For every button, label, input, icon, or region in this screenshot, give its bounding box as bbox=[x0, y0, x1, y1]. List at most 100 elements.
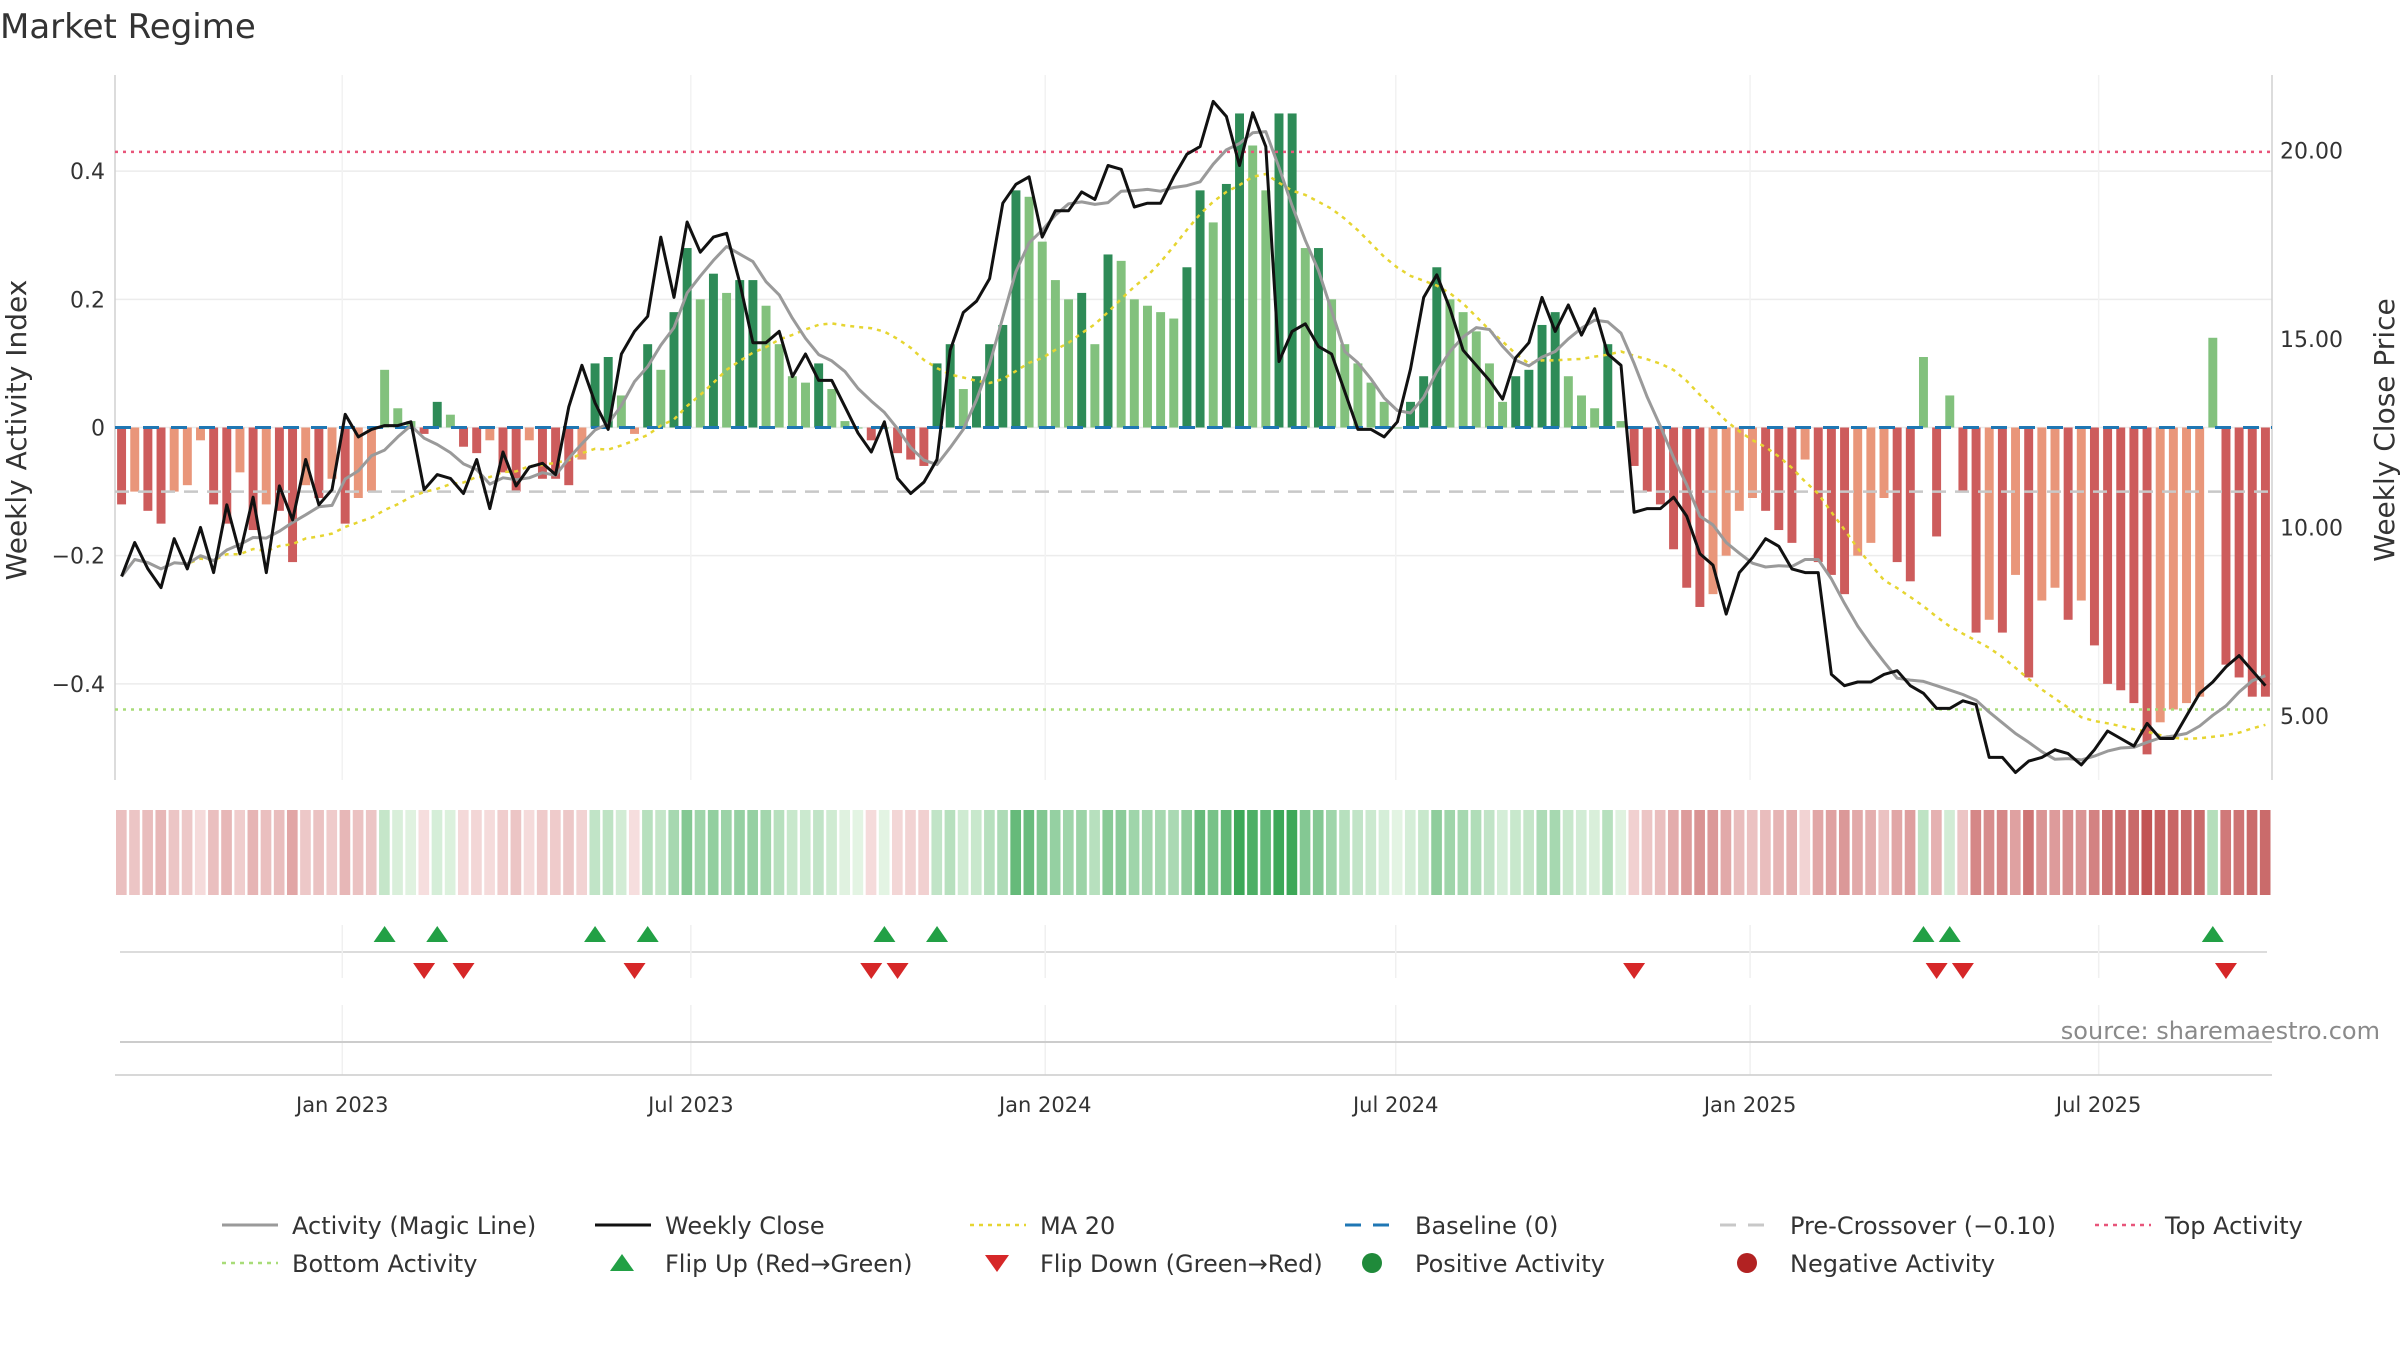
regime-cell bbox=[2009, 810, 2021, 895]
regime-cell bbox=[1168, 810, 1179, 895]
legend-item: Flip Down (Green→Red) bbox=[985, 1250, 1323, 1278]
regime-cell bbox=[918, 810, 929, 895]
regime-cell bbox=[1352, 810, 1363, 895]
activity-bar bbox=[985, 344, 995, 428]
regime-cell bbox=[905, 810, 916, 895]
regime-cell bbox=[1970, 810, 1982, 895]
activity-bar bbox=[2037, 427, 2047, 601]
regime-cell bbox=[1865, 810, 1876, 895]
regime-cell bbox=[1404, 810, 1416, 895]
activity-bar bbox=[1011, 190, 1021, 428]
activity-bar bbox=[261, 427, 271, 505]
activity-bar bbox=[1142, 305, 1152, 428]
activity-bar bbox=[1037, 241, 1047, 428]
regime-cell bbox=[2154, 810, 2166, 895]
legend-label: Activity (Magic Line) bbox=[292, 1212, 536, 1240]
regime-cell bbox=[497, 810, 509, 895]
legend-item: Weekly Close bbox=[595, 1212, 825, 1240]
regime-cell bbox=[1549, 810, 1561, 895]
regime-cell bbox=[602, 810, 614, 895]
legend-label: Weekly Close bbox=[665, 1212, 825, 1240]
activity-bar bbox=[1866, 427, 1876, 543]
activity-bar bbox=[722, 292, 732, 428]
flip-up-marker bbox=[1938, 926, 1961, 942]
legend-label: Bottom Activity bbox=[292, 1250, 477, 1278]
regime-cell bbox=[1312, 810, 1324, 895]
activity-bar bbox=[1932, 427, 1942, 537]
regime-cell bbox=[510, 810, 522, 895]
legend-item: Pre-Crossover (−0.10) bbox=[1720, 1212, 2056, 1240]
regime-cell bbox=[891, 810, 903, 895]
regime-cell bbox=[984, 810, 995, 895]
left-tick-label: −0.2 bbox=[52, 545, 105, 570]
regime-cell bbox=[2062, 810, 2074, 895]
regime-cell bbox=[721, 810, 732, 895]
activity-bar bbox=[1511, 376, 1521, 428]
activity-bar bbox=[1774, 427, 1784, 531]
flip-up-marker bbox=[1912, 926, 1935, 942]
activity-bar bbox=[524, 427, 534, 441]
regime-cell bbox=[1733, 810, 1745, 895]
activity-bar bbox=[2011, 427, 2020, 575]
regime-cell bbox=[129, 810, 140, 895]
regime-cell bbox=[1957, 810, 1968, 895]
activity-bar bbox=[1129, 299, 1139, 428]
regime-cell bbox=[931, 810, 943, 895]
legend-label: Top Activity bbox=[2164, 1212, 2303, 1240]
regime-cell bbox=[1707, 810, 1719, 895]
magic-line bbox=[120, 130, 2266, 762]
activity-bar bbox=[1392, 427, 1402, 429]
legend-swatch bbox=[610, 1254, 634, 1271]
regime-cell bbox=[457, 810, 469, 895]
regime-cell bbox=[1089, 810, 1100, 895]
regime-cell bbox=[2194, 810, 2205, 895]
activity-bar bbox=[1419, 376, 1429, 428]
regime-cell bbox=[1339, 810, 1350, 895]
regime-cell bbox=[997, 810, 1008, 895]
legend-label: MA 20 bbox=[1040, 1212, 1115, 1240]
legend-item: Bottom Activity bbox=[222, 1250, 477, 1278]
regime-cell bbox=[589, 810, 601, 895]
source-note: source: sharemaestro.com bbox=[2061, 1017, 2380, 1045]
left-tick-label: 0.4 bbox=[70, 160, 105, 185]
activity-bar bbox=[1958, 427, 1968, 492]
regime-cell bbox=[484, 810, 495, 895]
regime-cell bbox=[1904, 810, 1916, 895]
activity-bar bbox=[1379, 401, 1389, 428]
activity-bar bbox=[327, 427, 337, 479]
activity-bar bbox=[1458, 312, 1468, 428]
regime-cell bbox=[418, 810, 430, 895]
regime-cell bbox=[655, 810, 666, 895]
regime-cell bbox=[181, 810, 193, 895]
regime-cell bbox=[1773, 810, 1784, 895]
flip-down-marker bbox=[860, 963, 883, 979]
regime-cell bbox=[1181, 810, 1192, 895]
activity-bar bbox=[1498, 401, 1508, 428]
activity-bar bbox=[340, 427, 350, 524]
regime-cell bbox=[339, 810, 351, 895]
regime-cell bbox=[734, 810, 745, 895]
regime-cell bbox=[1589, 810, 1600, 895]
activity-bar bbox=[1169, 318, 1179, 428]
regime-cell bbox=[1247, 810, 1258, 895]
regime-cell bbox=[1628, 810, 1640, 895]
activity-bar bbox=[419, 427, 429, 434]
regime-cell bbox=[1102, 810, 1114, 895]
activity-bar bbox=[2247, 427, 2257, 697]
activity-bar bbox=[169, 427, 179, 492]
regime-cell bbox=[563, 810, 574, 895]
right-tick-label: 5.00 bbox=[2280, 705, 2329, 730]
regime-cell bbox=[379, 810, 390, 895]
regime-cell bbox=[392, 810, 403, 895]
regime-cell bbox=[944, 810, 956, 895]
x-tick-label: Jul 2025 bbox=[2054, 1093, 2141, 1117]
activity-bar bbox=[209, 427, 219, 505]
activity-bar bbox=[2129, 427, 2139, 704]
activity-bar bbox=[906, 427, 916, 460]
regime-cell bbox=[1983, 810, 1995, 895]
regime-cell bbox=[2233, 810, 2245, 895]
activity-bar bbox=[735, 280, 745, 428]
right-tick-label: 15.00 bbox=[2280, 328, 2343, 353]
activity-bar bbox=[288, 427, 298, 563]
activity-bar bbox=[1300, 248, 1310, 428]
